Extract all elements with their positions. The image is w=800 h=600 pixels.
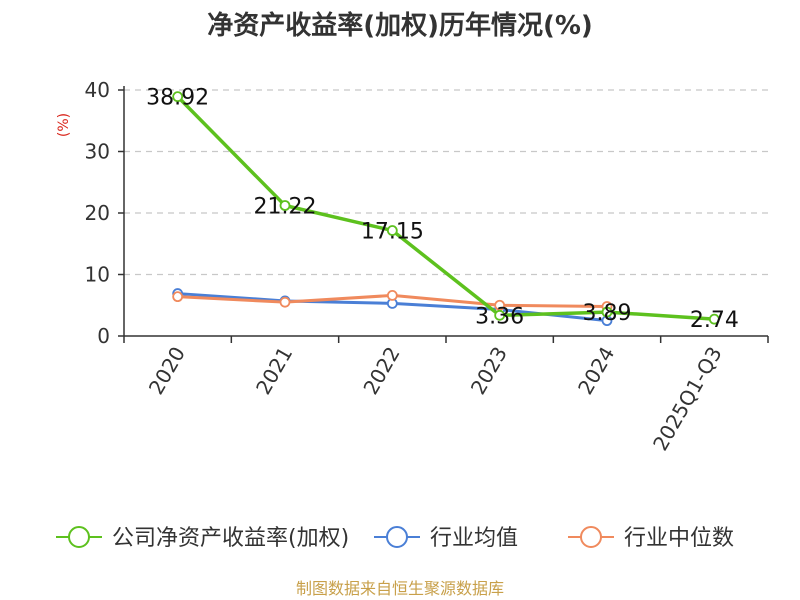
y-tick-label-10: 10: [85, 263, 110, 287]
x-tick-label-2024: 2024: [573, 343, 619, 399]
y-tick-label-0: 0: [97, 324, 110, 348]
data-point-0-4: [601, 306, 613, 318]
data-label-5: 2.74: [690, 308, 739, 333]
data-point-2-2: [386, 290, 398, 301]
y-axis-label: (%): [56, 113, 72, 137]
y-tick-label-20: 20: [85, 201, 110, 225]
legend-label-0: 公司净资产收益率(加权): [112, 526, 349, 551]
legend: 公司净资产收益率(加权) 行业均值 行业中位数: [56, 526, 734, 551]
data-point-0-5: [708, 313, 720, 325]
data-label-1: 21.22: [254, 194, 317, 219]
source-note: 制图数据来自恒生聚源数据库: [296, 579, 504, 598]
legend-label-1: 行业均值: [430, 526, 518, 551]
x-tick-label-2021: 2021: [251, 343, 297, 399]
series-line-0: [176, 95, 715, 321]
x-tick-label-2025Q1-Q3: 2025Q1-Q3: [648, 343, 727, 455]
data-labels: 38.92 21.22 17.15 3.36 3.89 2.74: [146, 86, 739, 334]
series-group: [172, 91, 720, 327]
x-tick-label-2022: 2022: [358, 343, 404, 399]
y-tick-label-40: 40: [85, 78, 110, 102]
data-point-2-3: [494, 299, 506, 311]
x-tick-label-2020: 2020: [144, 343, 190, 399]
chart-title: 净资产收益率(加权)历年情况(%): [207, 10, 593, 41]
data-label-0: 38.92: [146, 86, 209, 111]
data-point-2-1: [279, 296, 291, 308]
gridlines: [124, 89, 768, 276]
legend-swatch-marker-1: [386, 526, 408, 548]
data-point-2-0: [172, 291, 184, 303]
data-label-2: 17.15: [361, 220, 424, 245]
legend-swatch-marker-2: [580, 526, 602, 548]
data-point-0-2: [386, 225, 398, 236]
data-point-0-1: [279, 200, 291, 211]
y-tick-label-30: 30: [85, 140, 110, 164]
axes: 0 10 20 30 40 2020 2021 2022 2023 2024 2025Q1-Q3: [85, 78, 769, 455]
legend-label-2: 行业中位数: [624, 526, 734, 551]
x-tick-label-2023: 2023: [466, 343, 512, 399]
data-point-0-3: [494, 309, 506, 321]
data-label-3: 3.36: [475, 304, 524, 329]
data-point-0-0: [172, 91, 184, 103]
legend-swatch-marker-0: [68, 526, 90, 548]
data-label-4: 3.89: [583, 301, 632, 326]
